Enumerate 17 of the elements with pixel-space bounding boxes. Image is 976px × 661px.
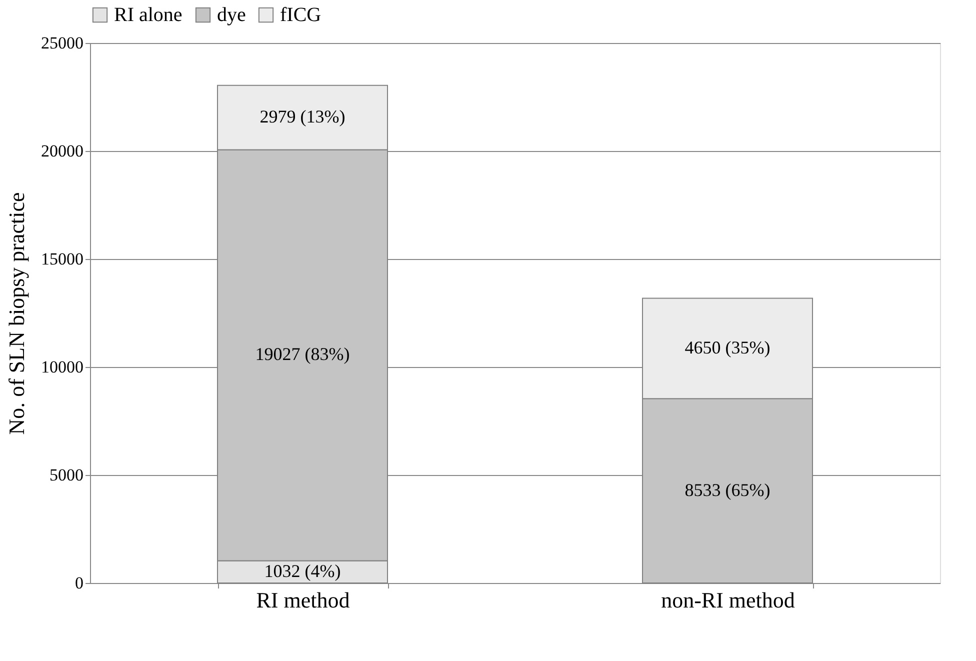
y-tick-label: 5000 bbox=[50, 466, 84, 484]
data-label: 4650 (35%) bbox=[684, 337, 770, 358]
y-tick-label: 25000 bbox=[41, 34, 84, 52]
data-label: 19027 (83%) bbox=[255, 344, 350, 364]
legend-label: RI alone bbox=[114, 4, 182, 26]
x-tick-label: non-RI method bbox=[661, 588, 795, 612]
legend-label: dye bbox=[217, 4, 246, 26]
y-tick-label: 10000 bbox=[41, 358, 84, 376]
y-axis-title: No. of SLN biopsy practice bbox=[4, 192, 29, 435]
x-tick-label: RI method bbox=[256, 588, 350, 612]
y-tick-label: 15000 bbox=[41, 250, 84, 268]
legend-label: fICG bbox=[280, 4, 322, 26]
data-label: 8533 (65%) bbox=[684, 480, 770, 500]
y-tick-label: 20000 bbox=[41, 142, 84, 160]
data-label: 1032 (4%) bbox=[264, 560, 341, 581]
data-label: 2979 (13%) bbox=[260, 106, 346, 127]
y-tick-label: 0 bbox=[75, 574, 84, 592]
